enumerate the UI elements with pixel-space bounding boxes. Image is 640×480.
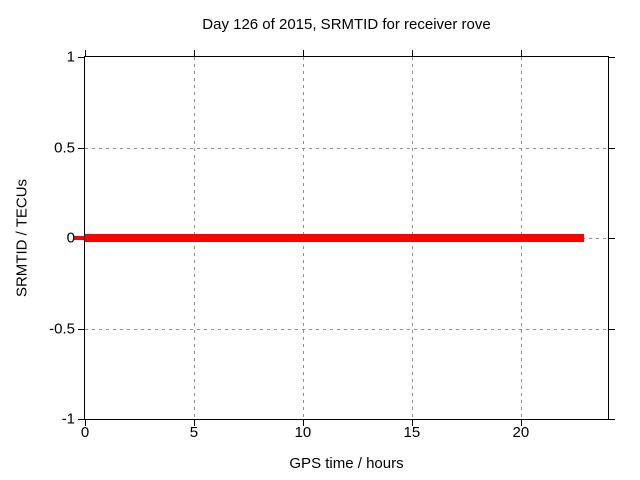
x-tick-label: 20 <box>512 424 530 441</box>
y-tick-mark-left <box>78 57 84 58</box>
x-tick-mark-bottom <box>411 420 413 426</box>
y-tick-label: 1 <box>66 48 75 66</box>
y-grid-line <box>85 328 608 330</box>
y-tick-label: -0.5 <box>49 320 75 337</box>
y-tick-mark-left <box>78 328 84 330</box>
plot-area: 0 5 10 15 20 -1 -0.5 0 0.5 1 <box>49 50 615 440</box>
y-tick-mark-right <box>609 328 615 330</box>
x-tick-mark-bottom <box>520 420 522 426</box>
y-tick-mark-right <box>609 419 615 420</box>
x-tick-label: 5 <box>189 424 199 441</box>
x-tick-mark-bottom <box>193 420 195 426</box>
x-tick-mark-bottom <box>302 420 304 426</box>
y-tick-mark-left-zero <box>74 236 84 240</box>
x-tick-mark-top <box>411 50 413 56</box>
x-tick-mark-top <box>520 50 522 56</box>
y-axis-label: SRMTID / TECUs <box>13 178 31 298</box>
x-tick-mark-bottom <box>85 420 86 426</box>
y-grid-line <box>85 147 608 149</box>
x-tick-label: 10 <box>294 424 312 441</box>
y-tick-mark-right <box>609 147 615 149</box>
x-tick-mark-top <box>302 50 304 56</box>
x-tick-mark-top <box>193 50 195 56</box>
y-tick-label: 0.5 <box>54 139 75 156</box>
x-tick-label: 15 <box>403 424 421 441</box>
x-tick-mark-top <box>85 50 86 56</box>
y-tick-mark-left <box>78 419 84 420</box>
x-tick-label: 0 <box>80 424 90 441</box>
chart-title: Day 126 of 2015, SRMTID for receiver rov… <box>202 16 491 33</box>
y-tick-mark-left <box>78 147 84 149</box>
y-tick-label: 0 <box>66 229 75 247</box>
y-tick-mark-right <box>609 57 615 58</box>
y-tick-mark-right <box>609 238 615 239</box>
data-line-srmtid <box>85 234 585 242</box>
y-tick-label: -1 <box>61 410 75 428</box>
x-axis-label: GPS time / hours <box>289 455 404 472</box>
